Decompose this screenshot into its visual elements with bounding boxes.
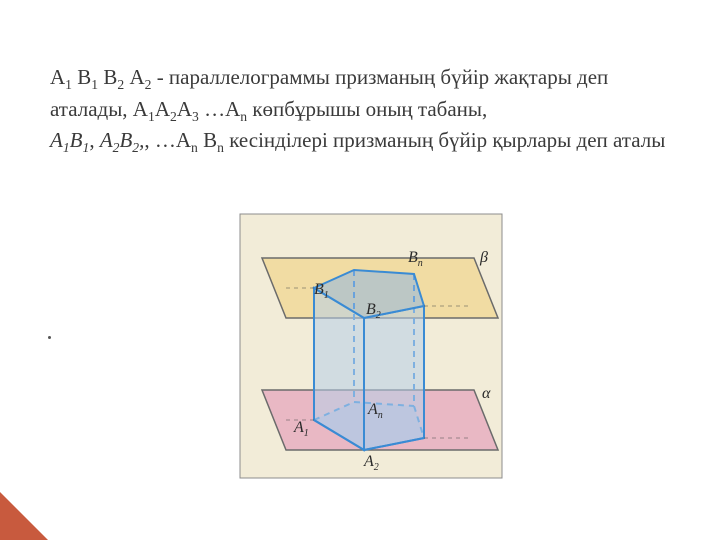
s: 1 — [63, 140, 70, 155]
t: А — [177, 97, 192, 121]
s: 1 — [65, 77, 72, 92]
t: А — [100, 128, 113, 152]
s: n — [217, 140, 224, 155]
t: кесінділері призманың бүйір қырлары деп … — [224, 128, 665, 152]
t: В — [70, 128, 83, 152]
s: 1 — [148, 109, 155, 124]
definition-text: А1 В1 В2 А2 - параллелограммы призманың … — [50, 63, 670, 158]
t: , …А — [144, 128, 191, 152]
s: n — [191, 140, 198, 155]
t: В — [98, 65, 117, 89]
t: А — [50, 65, 65, 89]
bullet-dot — [48, 336, 51, 339]
t: В — [72, 65, 91, 89]
t: , — [89, 128, 100, 152]
t: А — [155, 97, 170, 121]
prism-figure: BnB1B2A1A2Anβα — [236, 210, 506, 482]
t: А — [124, 65, 144, 89]
svg-text:α: α — [482, 385, 491, 402]
s: 2 — [170, 109, 177, 124]
t: …А — [199, 97, 240, 121]
t: көпбұрышы оның табаны, — [247, 97, 487, 121]
s: 3 — [192, 109, 199, 124]
t: В — [119, 128, 132, 152]
t: В — [198, 128, 217, 152]
t: А — [50, 128, 63, 152]
corner-accent — [0, 492, 48, 540]
svg-text:β: β — [479, 249, 488, 266]
